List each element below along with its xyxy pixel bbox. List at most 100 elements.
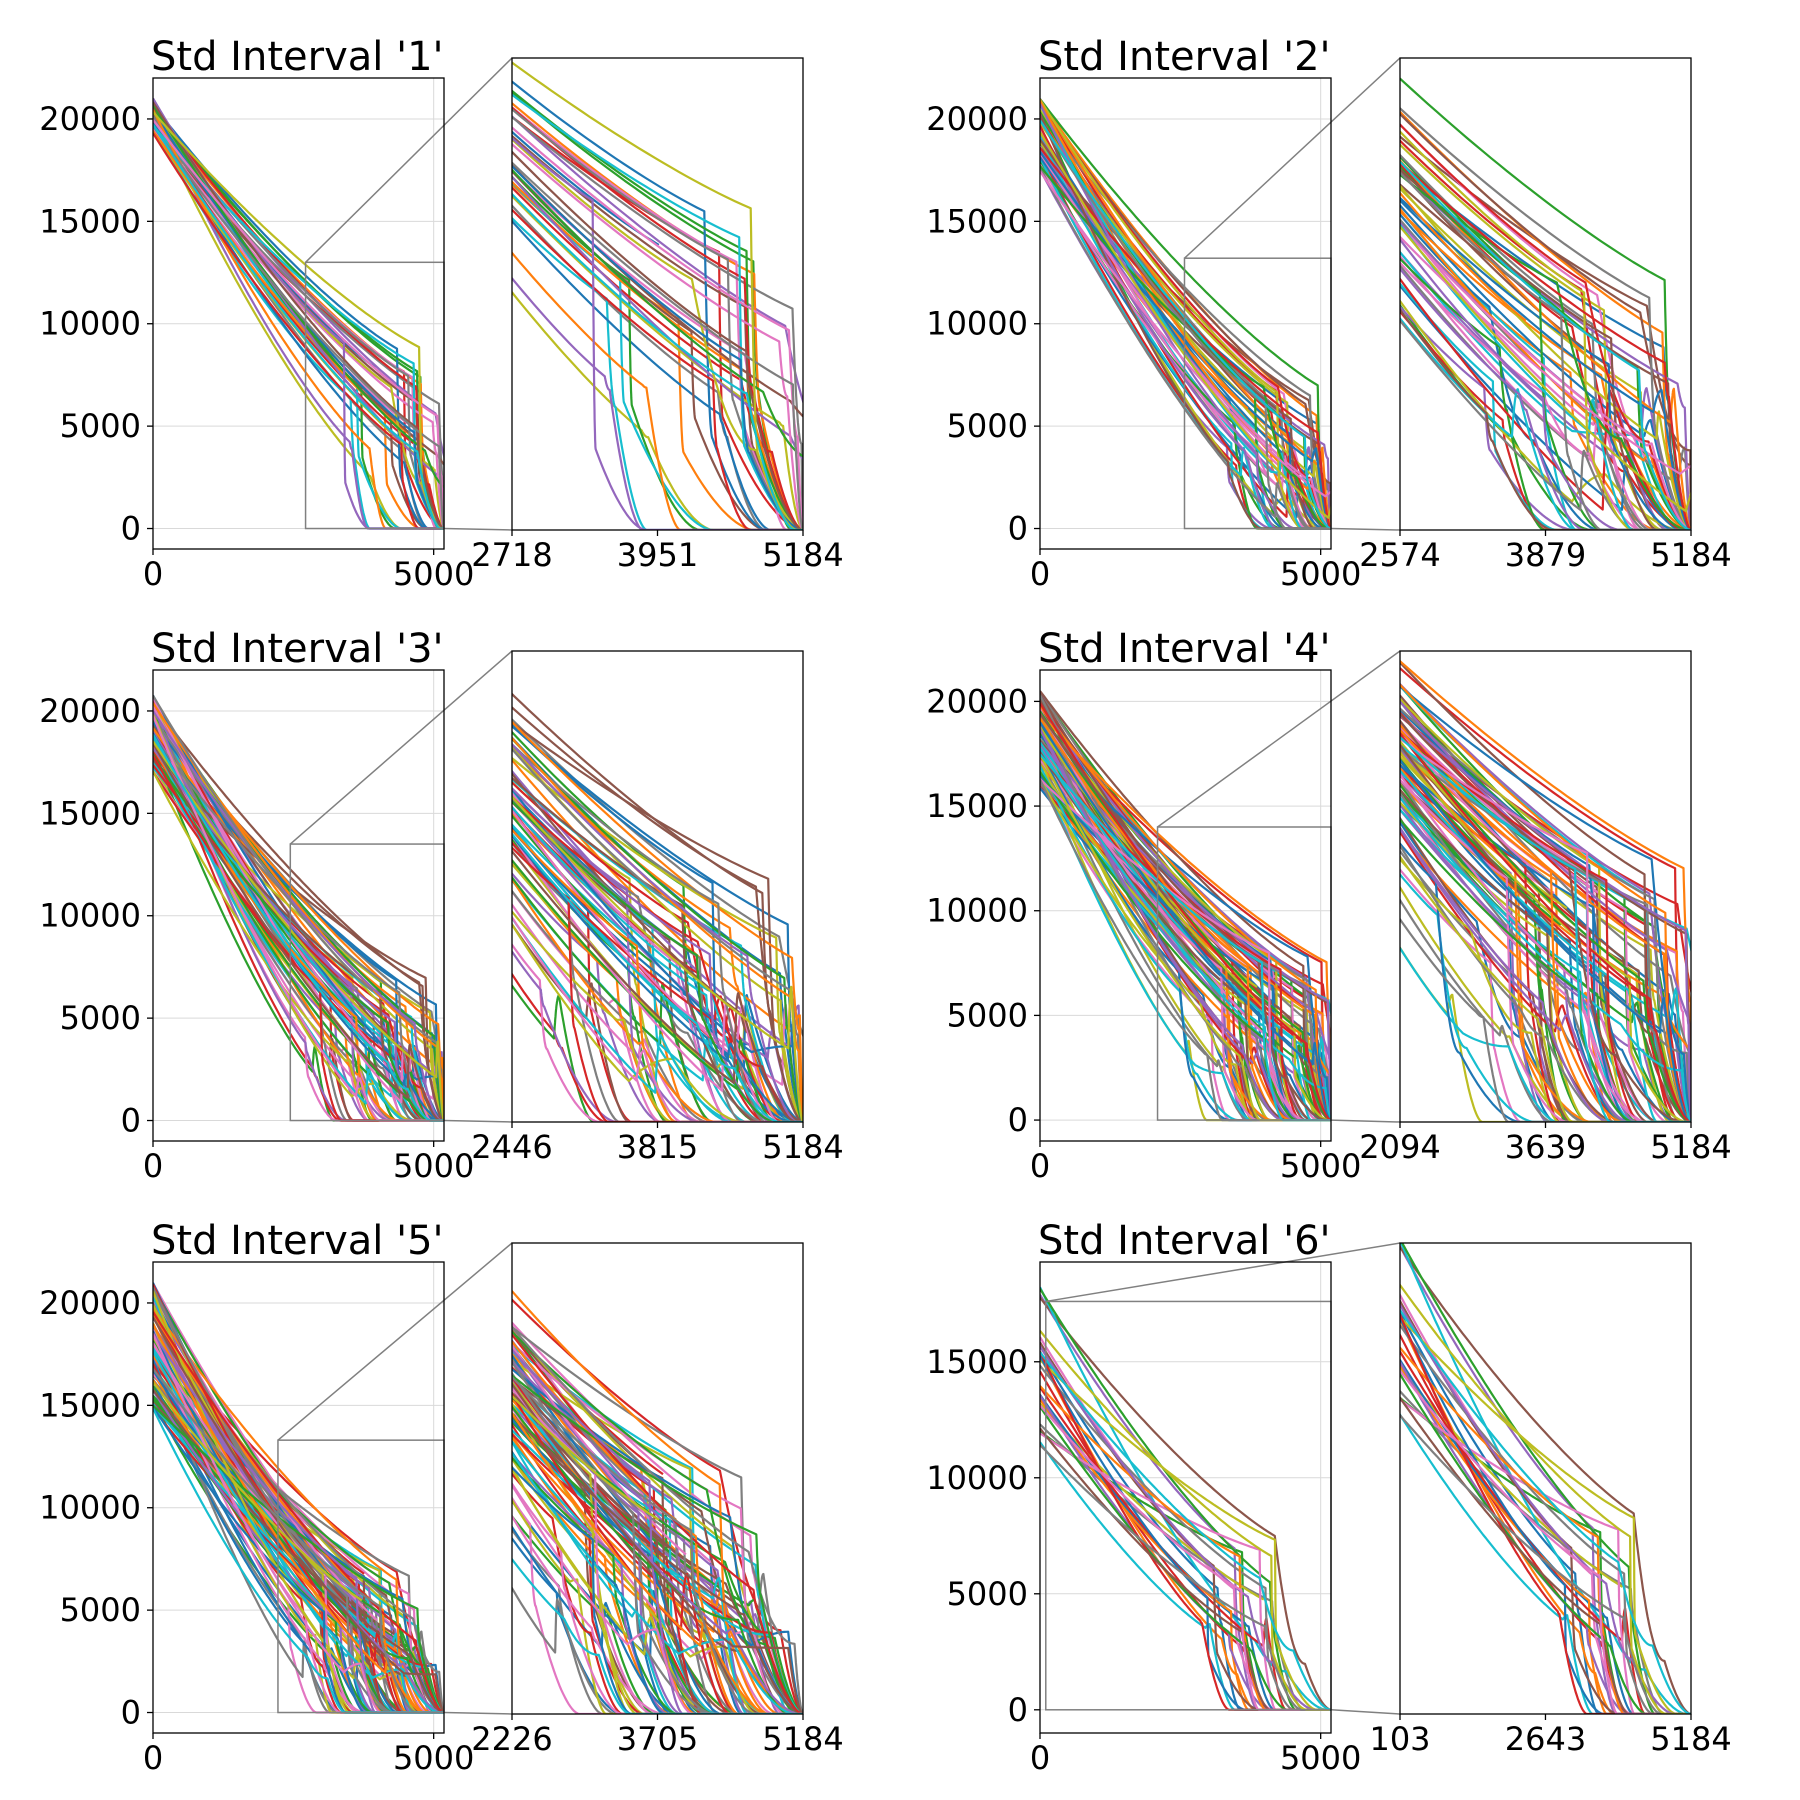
inset-series-line-28	[1400, 153, 1691, 530]
inset-series-line-4	[512, 1298, 803, 1714]
chart-title: Std Interval '2'	[1038, 34, 1331, 80]
inset-series-line-70	[1400, 872, 1691, 1122]
series-line-100	[153, 1407, 444, 1714]
inset-series-line-85	[512, 1384, 803, 1714]
series-line-99	[153, 1381, 363, 1602]
series-line-75	[153, 710, 444, 1122]
inset-series-line-47	[512, 942, 803, 1122]
main-ytick-label: 5000	[947, 407, 1028, 445]
inset-series-line-73	[512, 799, 803, 1122]
inset-series-line-48	[1400, 318, 1691, 530]
inset-series-group	[512, 692, 803, 1122]
series-line-52	[1040, 100, 1249, 410]
series-line-3	[153, 1400, 444, 1714]
inset-series-line-14	[1400, 309, 1691, 530]
inset-series-line-9	[512, 290, 803, 530]
zoom-connector-top	[1183, 57, 1401, 259]
inset-series-line-23	[1400, 1371, 1691, 1714]
inset-series-line-26	[1400, 1395, 1691, 1714]
main-series-group	[1040, 690, 1331, 1122]
inset-series-line-89	[512, 1464, 803, 1714]
series-line-33	[153, 104, 444, 530]
main-ytick-label: 0	[121, 510, 141, 548]
inset-series-line-8	[1400, 849, 1691, 1122]
series-line-20	[1040, 1441, 1331, 1711]
inset-series-group	[1400, 77, 1691, 530]
inset-series-line-38	[512, 1586, 803, 1714]
series-line-61	[1040, 734, 1331, 1121]
series-line-54	[1040, 146, 1331, 530]
inset-series-line-56	[1400, 307, 1691, 530]
series-line-85	[153, 1323, 444, 1714]
inset-series-group	[1400, 659, 1691, 1122]
inset-series-line-53	[1400, 788, 1691, 1122]
inset-series-line-78	[512, 1371, 803, 1714]
series-line-89	[153, 1290, 444, 1714]
inset-series-line-65	[512, 786, 803, 1122]
main-ytick-label: 5000	[60, 1591, 141, 1629]
series-line-58	[1040, 119, 1331, 530]
inset-xtick-label: 3879	[1505, 536, 1586, 574]
series-line-56	[1040, 113, 1331, 530]
inset-series-line-81	[1400, 763, 1691, 1122]
inset-series-line-19	[1400, 885, 1691, 1122]
inset-series-line-1	[512, 130, 660, 246]
inset-series-line-39	[1400, 184, 1691, 530]
series-line-96	[153, 1316, 444, 1714]
main-series-group	[153, 694, 444, 1122]
main-ytick-label: 20000	[926, 682, 1028, 720]
inset-series-line-53	[512, 737, 803, 1122]
series-line-98	[1040, 778, 1331, 1122]
main-ytick-label: 0	[1008, 1691, 1028, 1729]
inset-series-line-26	[512, 163, 803, 530]
inset-series-line-30	[1400, 1308, 1691, 1714]
main-ytick-label: 5000	[60, 999, 141, 1037]
inset-series-line-51	[1400, 198, 1691, 530]
main-ytick-label: 15000	[39, 794, 141, 832]
inset-series-line-14	[512, 186, 803, 530]
series-line-90	[1040, 747, 1331, 1121]
zoom-connector-bottom	[1330, 1119, 1401, 1123]
inset-xtick-label: 2446	[471, 1128, 552, 1166]
panel-4: 0 5000 0 5000 10000 15000 20000 2094 3639 5184 Std…	[926, 626, 1732, 1185]
inset-series-line-18	[1400, 1323, 1691, 1714]
inset-series-line-70	[512, 916, 803, 1122]
panel-2: 0 5000 0 5000 10000 15000 20000 2574 3879 5184 Std…	[926, 34, 1732, 593]
inset-series-line-74	[512, 1375, 803, 1714]
series-line-72	[153, 1306, 444, 1714]
main-xtick-label: 0	[1030, 1147, 1050, 1185]
series-line-29	[1040, 1330, 1331, 1711]
series-line-24	[1040, 1350, 1331, 1711]
main-axes-frame	[1039, 77, 1332, 550]
series-line-50	[1040, 769, 1331, 1122]
inset-series-line-96	[1400, 712, 1691, 1122]
inset-series-line-18	[512, 115, 803, 530]
inset-series-line-10	[512, 216, 803, 530]
panel-5: 0 5000 0 5000 10000 15000 20000 2226 3705 5184 Std…	[39, 1218, 844, 1777]
inset-series-line-31	[1400, 212, 1691, 530]
inset-series-line-46	[1400, 167, 1691, 530]
inset-series-line-35	[512, 136, 803, 530]
inset-series-line-61	[1400, 684, 1691, 1122]
series-line-23	[153, 747, 444, 1122]
series-line-40	[153, 123, 444, 530]
series-line-31	[153, 110, 444, 530]
main-xtick-label: 5000	[1280, 1147, 1361, 1185]
main-ytick-label: 10000	[926, 305, 1028, 343]
inset-series-line-32	[512, 251, 803, 530]
inset-series-line-83	[512, 1405, 803, 1714]
inset-series-line-40	[1400, 316, 1691, 530]
inset-series-line-24	[1400, 139, 1691, 530]
inset-series-line-29	[1400, 1283, 1691, 1714]
inset-series-line-54	[512, 1472, 803, 1714]
inset-series-line-27	[1400, 1368, 1691, 1714]
zoom-connector-bottom	[443, 527, 513, 531]
series-line-49	[1040, 99, 1331, 530]
main-xtick-label: 0	[1030, 1739, 1050, 1777]
inset-series-line-50	[1400, 946, 1691, 1122]
panel-6: 0 5000 0 5000 10000 15000 103 2643 5184 Std Inter…	[926, 1218, 1732, 1777]
main-ytick-label: 20000	[39, 100, 141, 138]
inset-series-line-24	[512, 106, 803, 530]
inset-series-line-24	[1400, 1311, 1691, 1714]
inset-series-line-69	[512, 922, 803, 1122]
